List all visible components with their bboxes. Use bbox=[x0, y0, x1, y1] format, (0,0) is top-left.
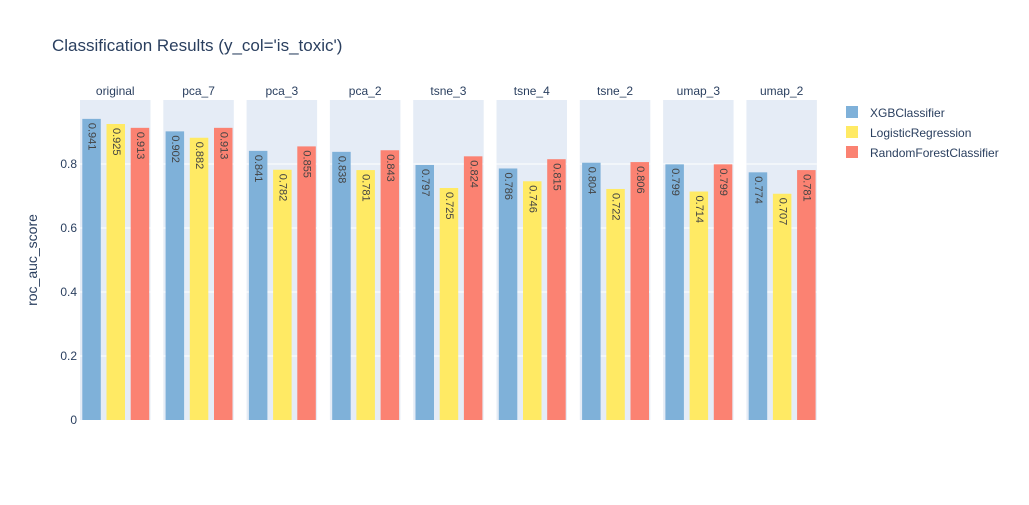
bar[interactable] bbox=[748, 172, 768, 420]
bar-value-label: 0.797 bbox=[419, 169, 431, 197]
bar-value-label: 0.746 bbox=[526, 185, 538, 213]
bar[interactable] bbox=[165, 131, 185, 421]
bar-value-label: 0.824 bbox=[467, 160, 479, 188]
facet-label: tsne_4 bbox=[514, 84, 550, 98]
bar-value-label: 0.799 bbox=[669, 168, 681, 196]
bar[interactable] bbox=[130, 127, 150, 420]
bar-value-label: 0.782 bbox=[276, 174, 288, 202]
bar-value-label: 0.941 bbox=[86, 123, 98, 151]
bar[interactable] bbox=[332, 151, 351, 420]
bar-value-label: 0.925 bbox=[110, 128, 122, 156]
bar-value-label: 0.707 bbox=[776, 198, 788, 226]
bar[interactable] bbox=[356, 170, 375, 420]
legend-label: XGBClassifier bbox=[870, 106, 945, 120]
chart-title: Classification Results (y_col='is_toxic'… bbox=[52, 36, 342, 55]
facet-label: pca_3 bbox=[265, 84, 298, 98]
legend-item[interactable]: RandomForestClassifier bbox=[846, 146, 999, 160]
bar[interactable] bbox=[498, 168, 518, 420]
bar-value-label: 0.714 bbox=[693, 196, 705, 224]
bar-value-label: 0.902 bbox=[169, 135, 181, 163]
bar-value-label: 0.806 bbox=[634, 166, 646, 194]
legend[interactable]: XGBClassifier LogisticRegression RandomFor… bbox=[846, 106, 999, 160]
bar-value-label: 0.722 bbox=[610, 193, 622, 221]
bar[interactable] bbox=[415, 164, 435, 420]
legend-item[interactable]: LogisticRegression bbox=[846, 126, 971, 140]
facet-label: pca_7 bbox=[182, 84, 215, 98]
bar[interactable] bbox=[630, 162, 650, 420]
facet-label: original bbox=[96, 84, 135, 98]
y-tick-label: 0.8 bbox=[60, 157, 77, 171]
facet-label: pca_2 bbox=[349, 84, 382, 98]
legend-swatch bbox=[846, 146, 858, 158]
bar[interactable] bbox=[547, 159, 566, 420]
bar-value-label: 0.855 bbox=[301, 150, 313, 178]
bar-value-label: 0.781 bbox=[360, 174, 372, 202]
legend-label: RandomForestClassifier bbox=[870, 146, 999, 160]
bar-value-label: 0.913 bbox=[217, 132, 229, 160]
facet-label: tsne_2 bbox=[597, 84, 633, 98]
bar-value-label: 0.781 bbox=[800, 174, 812, 202]
bar-value-label: 0.725 bbox=[443, 192, 455, 220]
facet-label: tsne_3 bbox=[430, 84, 466, 98]
bar-value-label: 0.882 bbox=[193, 142, 205, 170]
bar[interactable] bbox=[214, 127, 233, 420]
bar[interactable] bbox=[689, 191, 709, 420]
legend-label: LogisticRegression bbox=[870, 126, 971, 140]
facet-label: umap_2 bbox=[760, 84, 804, 98]
bar[interactable] bbox=[797, 170, 816, 420]
plot-layer: original pca_7 pca_3 pca_2 tsne_3 tsne_4 tsne_… bbox=[60, 84, 817, 427]
bar[interactable] bbox=[463, 156, 483, 420]
bar[interactable] bbox=[273, 169, 292, 420]
bar-value-label: 0.841 bbox=[252, 155, 264, 183]
legend-swatch bbox=[846, 126, 858, 138]
bar[interactable] bbox=[713, 164, 733, 420]
y-axis-label: roc_auc_score bbox=[24, 214, 40, 306]
bar[interactable] bbox=[248, 150, 268, 420]
legend-swatch bbox=[846, 106, 858, 118]
bar-value-label: 0.913 bbox=[134, 132, 146, 160]
bar-value-label: 0.786 bbox=[502, 172, 514, 200]
bar[interactable] bbox=[189, 137, 209, 420]
bar[interactable] bbox=[297, 146, 316, 420]
bar[interactable] bbox=[439, 188, 459, 420]
bar-value-label: 0.843 bbox=[384, 154, 396, 182]
facet-label: umap_3 bbox=[677, 84, 721, 98]
legend-item[interactable]: XGBClassifier bbox=[846, 106, 945, 120]
bar[interactable] bbox=[665, 164, 684, 420]
bar[interactable] bbox=[380, 150, 400, 421]
bar[interactable] bbox=[606, 188, 625, 420]
y-tick-label: 0.2 bbox=[60, 349, 77, 363]
bar[interactable] bbox=[582, 162, 601, 420]
bar[interactable] bbox=[106, 124, 126, 420]
bar[interactable] bbox=[82, 118, 101, 420]
bar[interactable] bbox=[772, 193, 792, 420]
y-tick-label: 0.4 bbox=[60, 285, 77, 299]
bar-value-label: 0.815 bbox=[551, 163, 563, 191]
bar-value-label: 0.804 bbox=[585, 167, 597, 195]
bar[interactable] bbox=[523, 181, 542, 420]
bar-value-label: 0.838 bbox=[336, 156, 348, 184]
bar-value-label: 0.774 bbox=[752, 176, 764, 204]
y-tick-label: 0 bbox=[70, 413, 77, 427]
y-tick-label: 0.6 bbox=[60, 221, 77, 235]
bar-value-label: 0.799 bbox=[717, 168, 729, 196]
